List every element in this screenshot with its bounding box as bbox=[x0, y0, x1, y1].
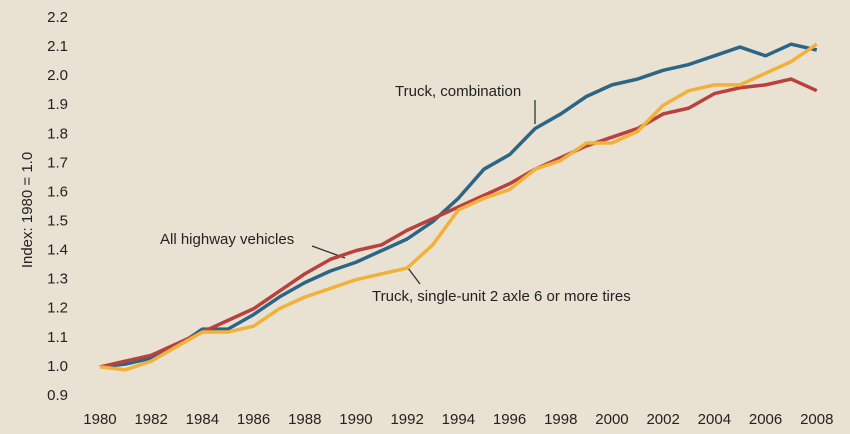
x-tick-label: 2008 bbox=[800, 411, 833, 428]
y-tick-label: 0.9 bbox=[47, 387, 68, 404]
y-tick-label: 1.3 bbox=[47, 271, 68, 288]
x-tick-label: 1996 bbox=[493, 411, 526, 428]
x-tick-label: 1994 bbox=[442, 411, 475, 428]
x-tick-label: 1988 bbox=[288, 411, 321, 428]
y-tick-label: 1.7 bbox=[47, 154, 68, 171]
y-tick-label: 2.0 bbox=[47, 67, 68, 84]
y-tick-label: 1.2 bbox=[47, 300, 68, 317]
series-line bbox=[100, 79, 817, 367]
y-tick-label: 1.4 bbox=[47, 242, 68, 259]
x-tick-label: 2000 bbox=[595, 411, 628, 428]
x-tick-label: 1980 bbox=[83, 411, 116, 428]
x-tick-label: 1998 bbox=[544, 411, 577, 428]
x-tick-label: 1984 bbox=[186, 411, 219, 428]
y-tick-label: 1.5 bbox=[47, 213, 68, 230]
leader-line bbox=[408, 268, 420, 284]
series-annotation: All highway vehicles bbox=[160, 231, 294, 248]
y-tick-label: 1.0 bbox=[47, 358, 68, 375]
chart: Index: 1980 = 1.0 0.9 1.0 1.1 1.2 1.3 1.4 1.5 1… bbox=[0, 0, 850, 434]
x-tick-label: 1990 bbox=[339, 411, 372, 428]
x-tick-label: 1992 bbox=[390, 411, 423, 428]
x-tick-label: 1982 bbox=[134, 411, 167, 428]
series-annotation: Truck, combination bbox=[395, 83, 521, 100]
x-tick-label: 1986 bbox=[237, 411, 270, 428]
y-tick-label: 1.6 bbox=[47, 183, 68, 200]
x-tick-label: 2006 bbox=[749, 411, 782, 428]
page: {"chart_data": {"type": "line", "y_label… bbox=[0, 0, 850, 434]
x-tick-label: 2004 bbox=[698, 411, 731, 428]
x-tick-label: 2002 bbox=[646, 411, 679, 428]
y-axis-label: Index: 1980 = 1.0 bbox=[19, 152, 36, 268]
y-tick-label: 1.8 bbox=[47, 125, 68, 142]
y-tick-label: 1.1 bbox=[47, 329, 68, 346]
series-annotation: Truck, single-unit 2 axle 6 or more tire… bbox=[372, 288, 631, 305]
y-tick-label: 2.1 bbox=[47, 38, 68, 55]
y-tick-label: 2.2 bbox=[47, 9, 68, 26]
y-tick-label: 1.9 bbox=[47, 96, 68, 113]
